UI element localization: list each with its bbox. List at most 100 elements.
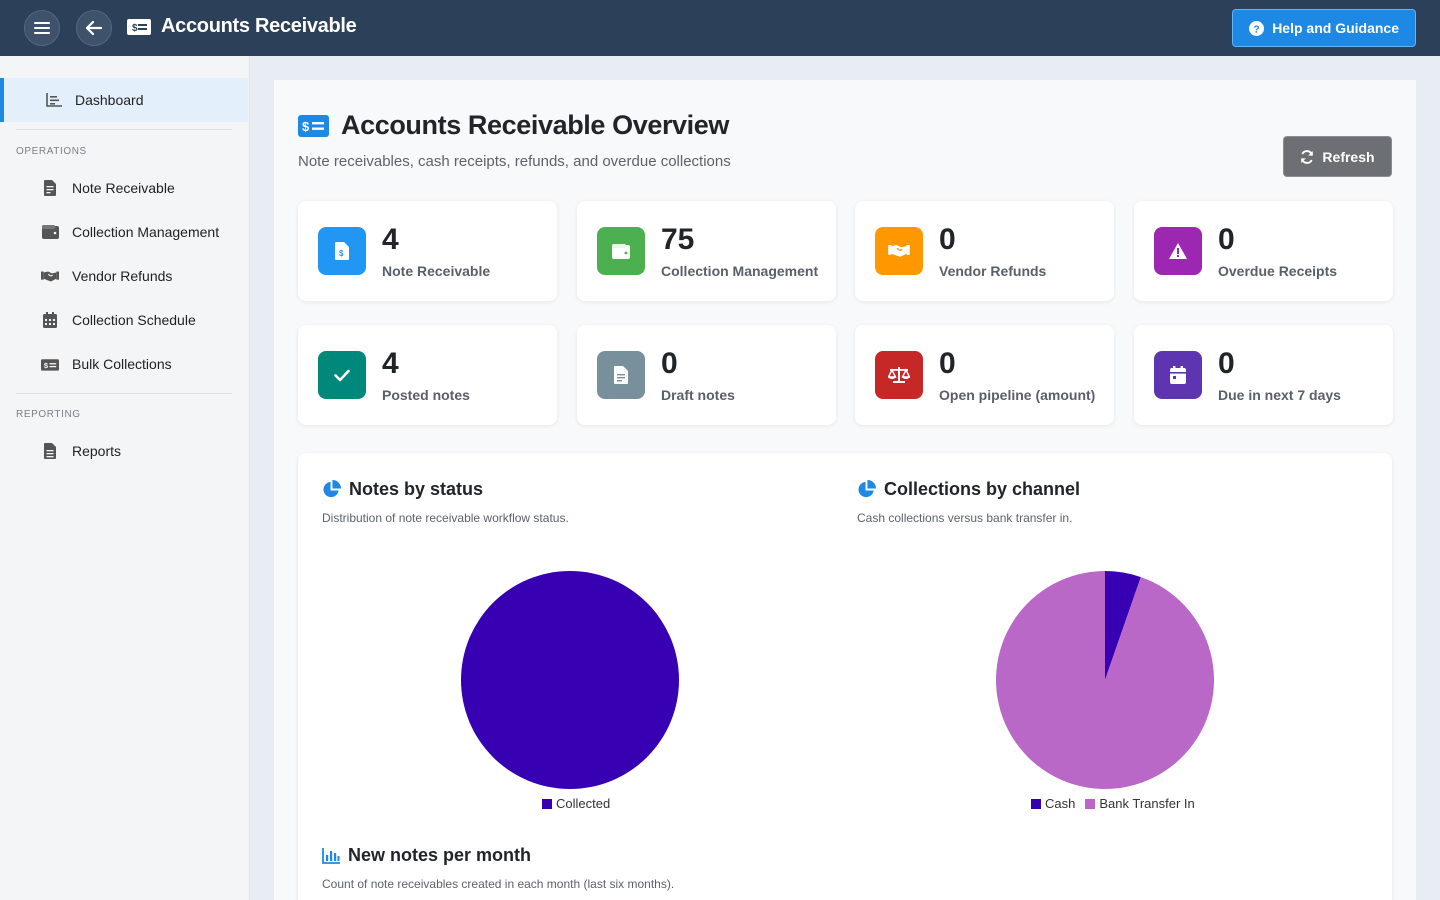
stat-label: Posted notes (382, 387, 470, 403)
refresh-button-label: Refresh (1322, 148, 1375, 165)
handshake-icon (41, 267, 59, 285)
stat-card-overdue-receipts[interactable]: 0 Overdue Receipts (1134, 201, 1393, 301)
sidebar-item-vendor-refunds[interactable]: Vendor Refunds (0, 254, 248, 298)
pie-slice-collected (461, 571, 679, 789)
pie-slice-cash (1105, 571, 1141, 680)
stat-value: 0 (939, 347, 956, 380)
stat-label: Vendor Refunds (939, 263, 1047, 279)
sidebar-item-reports[interactable]: Reports (0, 429, 248, 473)
pie-chart-icon (858, 480, 876, 498)
legend-label: Bank Transfer In (1099, 796, 1195, 811)
sidebar: Dashboard OPERATIONS Note Receivable Col… (0, 56, 250, 900)
chart-description: Cash collections versus bank transfer in… (857, 511, 1073, 525)
app-title-group: $ Accounts Receivable (127, 15, 357, 38)
stat-value: 0 (1218, 347, 1235, 380)
back-button[interactable] (76, 10, 112, 46)
file-invoice-icon (41, 179, 59, 197)
file-icon (597, 351, 645, 399)
stat-value: 0 (661, 347, 678, 380)
stat-value: 4 (382, 223, 399, 256)
chart-title: Notes by status (349, 479, 484, 499)
handshake-icon (875, 227, 923, 275)
money-bill-icon: $ (298, 114, 329, 137)
chart-title: New notes per month (348, 845, 532, 865)
menu-button[interactable] (24, 10, 60, 46)
balance-scale-icon (875, 351, 923, 399)
question-circle-icon: ? (1249, 20, 1265, 36)
legend-item: Collected (542, 796, 610, 811)
pie-chart-status (461, 571, 679, 789)
svg-text:?: ? (1254, 24, 1260, 35)
stat-card-due-next-7-days[interactable]: 0 Due in next 7 days (1134, 325, 1393, 425)
stat-label: Open pipeline (amount) (939, 387, 1096, 403)
stat-label: Collection Management (661, 263, 819, 279)
stat-label: Overdue Receipts (1218, 263, 1338, 279)
sidebar-item-label: Collection Management (72, 224, 220, 240)
sidebar-section-operations: OPERATIONS (16, 146, 87, 157)
stat-value: 4 (382, 347, 399, 380)
refresh-icon (1301, 149, 1314, 164)
sidebar-item-label: Note Receivable (72, 180, 175, 196)
legend-item: Bank Transfer In (1085, 796, 1195, 811)
money-bill-icon: $ (127, 18, 151, 35)
legend-item: Cash (1031, 796, 1075, 811)
stat-value: 75 (661, 223, 695, 256)
stat-card-vendor-refunds[interactable]: 0 Vendor Refunds (855, 201, 1114, 301)
chart-header-channel: Collections by channel (857, 479, 1080, 500)
sidebar-item-label: Dashboard (75, 92, 144, 108)
legend-label: Cash (1045, 796, 1076, 811)
calendar-icon (41, 311, 59, 329)
stat-value: 0 (1218, 223, 1235, 256)
stat-label: Due in next 7 days (1218, 387, 1341, 403)
chart-description: Count of note receivables created in eac… (322, 877, 675, 891)
sidebar-item-dashboard[interactable]: Dashboard (0, 78, 248, 122)
sidebar-item-bulk-collections[interactable]: $ Bulk Collections (0, 342, 248, 386)
sidebar-item-label: Vendor Refunds (72, 268, 173, 284)
app-title: Accounts Receivable (161, 15, 357, 37)
file-alt-icon (41, 442, 59, 460)
help-button[interactable]: ? Help and Guidance (1232, 9, 1416, 47)
sidebar-item-note-receivable[interactable]: Note Receivable (0, 166, 248, 210)
refresh-button[interactable]: Refresh (1283, 136, 1392, 177)
arrow-left-icon (86, 21, 102, 35)
sidebar-divider (16, 129, 232, 130)
sidebar-item-label: Collection Schedule (72, 312, 196, 328)
sidebar-item-collection-schedule[interactable]: Collection Schedule (0, 298, 248, 342)
sidebar-item-label: Reports (72, 443, 122, 459)
page-subtitle: Note receivables, cash receipts, refunds… (298, 153, 731, 170)
sidebar-item-label: Bulk Collections (72, 356, 172, 372)
sidebar-section-reporting: REPORTING (16, 409, 81, 420)
legend-label: Collected (556, 796, 611, 811)
charts-panel: Notes by status Distribution of note rec… (298, 453, 1392, 900)
stat-card-open-pipeline[interactable]: 0 Open pipeline (amount) (855, 325, 1114, 425)
page-title-group: $ Accounts Receivable Overview (298, 110, 729, 141)
sidebar-divider (16, 393, 232, 394)
stat-card-draft-notes[interactable]: 0 Draft notes (577, 325, 836, 425)
legend-swatch (1031, 799, 1041, 809)
svg-text:$: $ (339, 249, 344, 258)
stat-label: Note Receivable (382, 263, 491, 279)
stat-card-collection-management[interactable]: 75 Collection Management (577, 201, 836, 301)
chart-header-monthly: New notes per month (322, 845, 531, 866)
chart-legend-status: Collected (542, 796, 610, 811)
stat-card-posted-notes[interactable]: 4 Posted notes (298, 325, 557, 425)
legend-swatch (542, 799, 552, 809)
warning-icon (1154, 227, 1202, 275)
calendar-icon (1154, 351, 1202, 399)
wallet-icon (41, 223, 59, 241)
chart-header-status: Notes by status (322, 479, 483, 500)
chart-legend-channel: Cash Bank Transfer In (1031, 796, 1195, 811)
wallet-icon (597, 227, 645, 275)
help-button-label: Help and Guidance (1272, 20, 1399, 36)
stat-value: 0 (939, 223, 956, 256)
pie-slice-bank-transfer-in (996, 571, 1214, 789)
sidebar-item-collection-management[interactable]: Collection Management (0, 210, 248, 254)
hamburger-icon (34, 22, 50, 34)
main-panel: $ Accounts Receivable Overview Note rece… (274, 80, 1416, 900)
stat-card-note-receivable[interactable]: $ 4 Note Receivable (298, 201, 557, 301)
chart-bar-icon (45, 91, 63, 109)
pie-chart-icon (323, 480, 341, 498)
svg-text:$: $ (44, 360, 49, 369)
pie-chart-channel (996, 571, 1214, 789)
legend-swatch (1085, 799, 1096, 809)
